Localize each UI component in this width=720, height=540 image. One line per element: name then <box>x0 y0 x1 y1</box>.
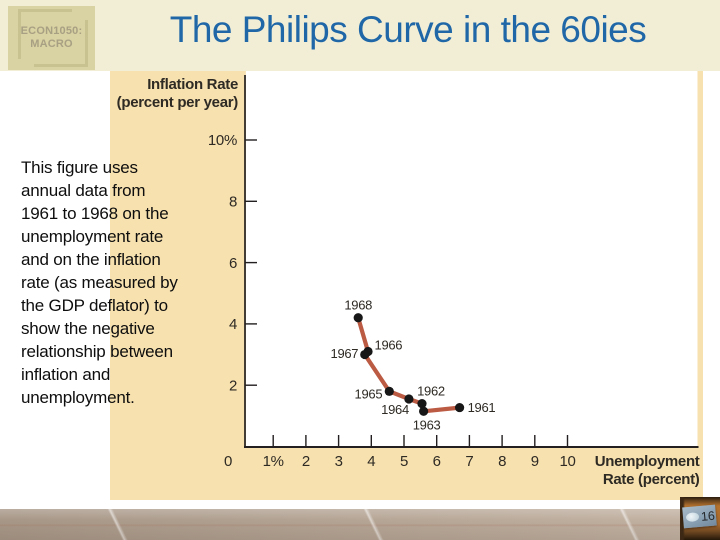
slide-title: The Philips Curve in the 60ies <box>169 9 647 50</box>
course-code: ECON1050: <box>20 25 83 37</box>
course-name: MACRO <box>30 38 73 50</box>
page-number-thumbnail: 16 <box>680 497 720 540</box>
logo-bracket-bottomright-icon <box>34 20 88 67</box>
page-number-plaque: 16 <box>682 504 717 529</box>
course-logo: ECON1050: MACRO <box>8 6 95 70</box>
logo-bracket-topleft-icon <box>18 9 72 59</box>
title-band: ECON1050: MACRO The Philips Curve in the… <box>0 0 720 71</box>
course-logo-text: ECON1050: MACRO <box>8 6 95 70</box>
plaque-oval-icon <box>685 512 700 523</box>
page-number: 16 <box>700 508 716 524</box>
figure-caption: This figure uses annual data from 1961 t… <box>21 158 178 407</box>
photo-strip <box>0 509 720 540</box>
